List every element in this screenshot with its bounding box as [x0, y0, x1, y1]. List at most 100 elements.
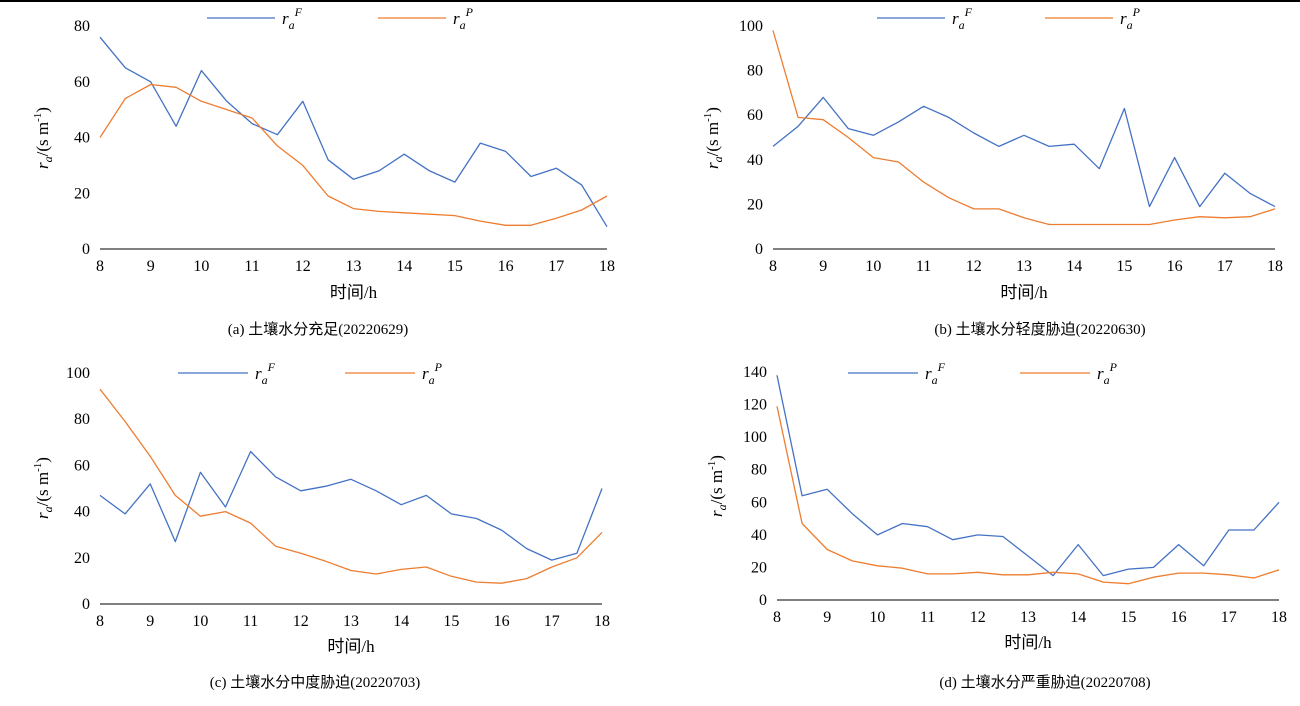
series-line-r-a-F: [99, 36, 608, 228]
y-tick-label: 60: [74, 457, 90, 474]
x-tick-label: 18: [1271, 609, 1287, 626]
legend-label-P: raP: [1097, 360, 1118, 387]
x-tick-label: 12: [966, 258, 982, 275]
y-tick-label: 60: [747, 107, 763, 124]
x-tick-label: 15: [1120, 609, 1136, 626]
x-tick-label: 14: [1066, 258, 1082, 275]
x-tick-label: 13: [1016, 258, 1032, 275]
y-tick-label: 0: [82, 596, 90, 613]
x-tick-label: 13: [343, 613, 359, 630]
x-tick-label: 17: [544, 613, 560, 630]
y-tick-label: 0: [759, 592, 767, 609]
y-tick-label: 40: [751, 527, 767, 544]
chart-panel-1: 0 20 40 60 80 8 9 10 11 12 13 14 15 16 17 18 时间/h ra/(s m…: [32, 5, 615, 338]
x-tick-label: 13: [1020, 609, 1036, 626]
legend-label-F: raF: [952, 5, 973, 32]
x-axis-label: 时间/h: [1000, 283, 1048, 302]
x-tick-label: 9: [819, 258, 827, 275]
x-tick-label: 13: [346, 258, 362, 275]
y-axis-label: ra/(s m-1): [706, 455, 729, 517]
x-tick-label: 12: [295, 258, 311, 275]
panel-caption: (d) 土壤水分严重胁迫(20220708): [939, 673, 1150, 691]
x-axis-label: 时间/h: [1004, 633, 1052, 652]
y-tick-label: 140: [743, 364, 767, 381]
y-tick-label: 120: [743, 397, 767, 414]
x-tick-label: 15: [1116, 258, 1132, 275]
series-line-r-a-P: [99, 388, 603, 584]
y-tick-label: 20: [74, 185, 90, 202]
y-tick-label: 0: [755, 241, 763, 258]
series-line-r-a-P: [99, 83, 608, 226]
y-tick-label: 20: [751, 559, 767, 576]
x-tick-label: 8: [769, 258, 777, 275]
y-tick-label: 40: [74, 504, 90, 521]
y-tick-label: 80: [751, 462, 767, 479]
x-tick-label: 8: [96, 613, 104, 630]
legend-label-P: raP: [422, 360, 443, 387]
x-tick-label: 16: [1171, 609, 1187, 626]
x-tick-label: 18: [1267, 258, 1283, 275]
y-tick-label: 100: [66, 365, 90, 382]
y-tick-label: 40: [74, 130, 90, 147]
legend-label-F: raF: [255, 360, 276, 387]
y-tick-label: 20: [74, 550, 90, 567]
y-axis-label: ra/(s m-1): [32, 457, 55, 519]
legend-label-P: raP: [453, 5, 474, 32]
series-line-r-a-P: [776, 406, 1280, 585]
x-tick-label: 14: [393, 613, 409, 630]
x-tick-label: 12: [970, 609, 986, 626]
x-tick-label: 11: [916, 258, 931, 275]
x-axis-label: 时间/h: [330, 283, 378, 302]
series-line-r-a-F: [776, 375, 1280, 577]
x-tick-label: 9: [146, 613, 154, 630]
panel-caption: (c) 土壤水分中度胁迫(20220703): [210, 673, 420, 691]
x-tick-label: 9: [823, 609, 831, 626]
x-tick-label: 16: [1167, 258, 1183, 275]
y-tick-label: 100: [743, 429, 767, 446]
x-tick-label: 16: [498, 258, 514, 275]
x-tick-label: 12: [293, 613, 309, 630]
y-tick-label: 100: [739, 18, 763, 35]
x-tick-label: 10: [865, 258, 881, 275]
x-tick-label: 8: [96, 258, 104, 275]
x-tick-label: 8: [773, 609, 781, 626]
y-tick-label: 20: [747, 196, 763, 213]
x-tick-label: 17: [1221, 609, 1237, 626]
panel-caption: (b) 土壤水分轻度胁迫(20220630): [934, 320, 1145, 338]
series-line-r-a-F: [99, 450, 603, 561]
x-tick-label: 10: [193, 258, 209, 275]
x-tick-label: 10: [192, 613, 208, 630]
x-tick-label: 14: [396, 258, 412, 275]
legend-label-F: raF: [925, 360, 946, 387]
legend-label-F: raF: [282, 5, 303, 32]
series-line-r-a-P: [772, 30, 1276, 226]
series-line-r-a-F: [772, 96, 1276, 208]
x-tick-label: 15: [447, 258, 463, 275]
chart-panel-2: 0 20 40 60 80 100 8 9 10 11 12 13 14 15 16 17 18 时间/h ra/(…: [702, 5, 1283, 338]
y-axis-label: ra/(s m-1): [32, 107, 55, 169]
top-rule: [0, 0, 1300, 2]
chart-panel-4: 0 20 40 60 80 100 120 140 8 9 10 11 12 13 14 15 16 17 18 时间…: [706, 360, 1287, 691]
x-tick-label: 18: [594, 613, 610, 630]
y-tick-label: 80: [74, 18, 90, 35]
x-tick-label: 11: [920, 609, 935, 626]
panel-caption: (a) 土壤水分充足(20220629): [228, 320, 408, 338]
y-tick-label: 60: [751, 494, 767, 511]
x-tick-label: 15: [443, 613, 459, 630]
x-tick-label: 14: [1070, 609, 1086, 626]
x-tick-label: 11: [243, 613, 258, 630]
y-tick-label: 80: [747, 63, 763, 80]
legend-label-P: raP: [1120, 5, 1141, 32]
y-tick-label: 40: [747, 152, 763, 169]
y-tick-label: 60: [74, 74, 90, 91]
y-tick-label: 80: [74, 411, 90, 428]
chart-panel-3: 0 20 40 60 80 100 8 9 10 11 12 13 14 15 16 17 18 时间/h ra/(…: [32, 360, 610, 691]
x-tick-label: 9: [147, 258, 155, 275]
x-tick-label: 18: [599, 258, 615, 275]
x-tick-label: 16: [494, 613, 510, 630]
x-tick-label: 17: [1217, 258, 1233, 275]
x-tick-label: 10: [869, 609, 885, 626]
y-tick-label: 0: [82, 241, 90, 258]
y-axis-label: ra/(s m-1): [702, 107, 725, 169]
